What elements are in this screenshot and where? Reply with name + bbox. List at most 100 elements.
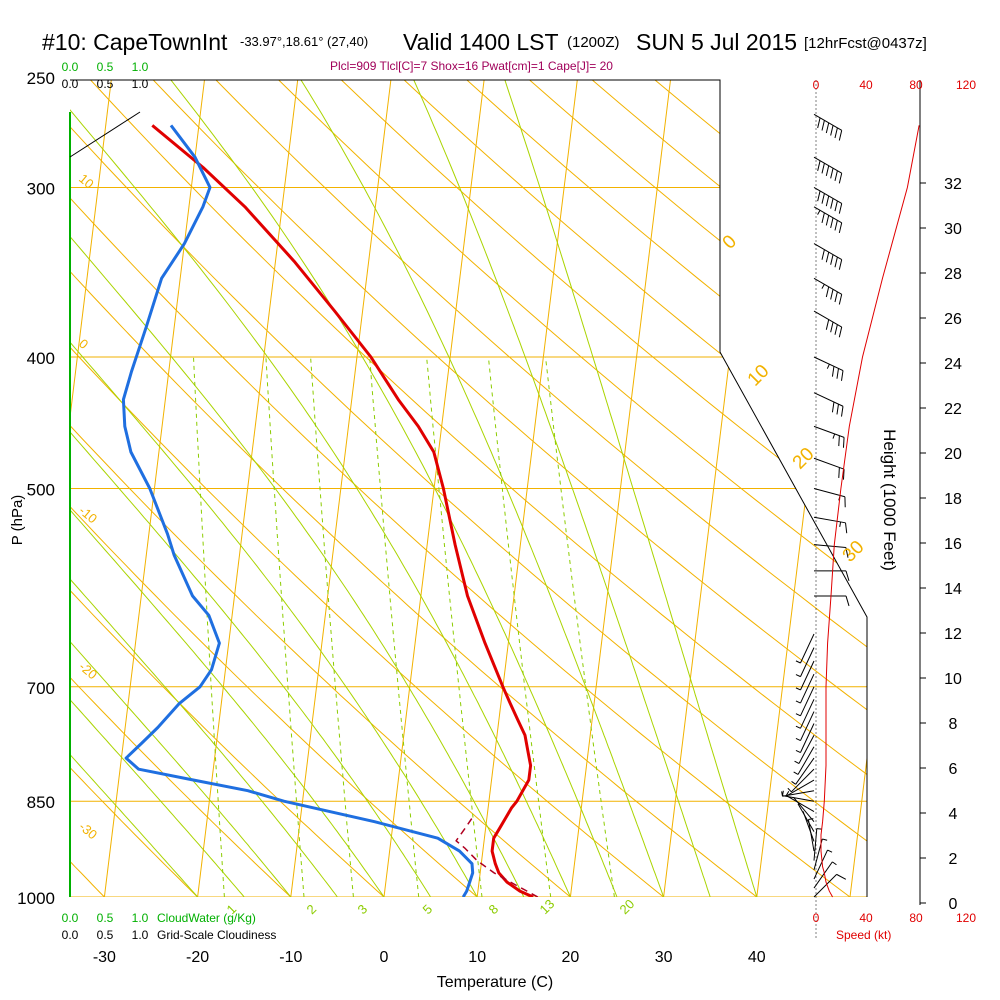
wind-barb-flag: [830, 125, 834, 136]
wind-barb-staff: [813, 392, 844, 407]
wind-barb-flag: [831, 366, 835, 377]
wind-barb-staff: [813, 206, 842, 224]
wind-barb-staff: [800, 633, 815, 664]
moist-adiabat-line: [70, 80, 525, 897]
mixing-ratio-label: 20: [617, 896, 638, 917]
dry-adiabat-line: [403, 80, 867, 897]
forecast-label: [12hrFcst@0437z]: [804, 35, 927, 52]
wind-barb-staff: [813, 310, 842, 328]
isotherm-line: [100, 80, 205, 897]
wind-barb-flag: [845, 570, 850, 582]
cloud-scale-bottom-black: 0.5: [97, 928, 114, 942]
dry-adiabat-line: [70, 80, 606, 897]
moist-adiabat-line: [70, 80, 571, 897]
wind-barb-staff: [813, 874, 837, 898]
speed-tick-label-bottom: 40: [859, 911, 873, 925]
dry-adiabat-line: [152, 80, 867, 897]
isotherm-line: [473, 80, 578, 897]
height-tick-label: 20: [944, 446, 962, 463]
height-tick-label: 10: [944, 671, 962, 688]
dry-adiabat-label: -20: [76, 659, 100, 683]
temperature-tick-label: -20: [186, 949, 209, 966]
mixing-ratio-line: [193, 356, 225, 897]
mixing-ratio-line: [487, 356, 552, 897]
speed-tick-label-bottom: 0: [813, 911, 820, 925]
dry-adiabat-line: [529, 80, 867, 897]
wind-barb-flag: [838, 203, 843, 214]
wind-barb-flag: [831, 401, 835, 413]
dry-adiabat-line: [70, 80, 512, 897]
temperature-tick-label: -30: [93, 949, 116, 966]
wind-barb-half-flag: [795, 700, 801, 704]
wind-barb-staff: [800, 686, 815, 717]
height-tick-label: 6: [949, 761, 958, 778]
wind-barb-half-flag: [832, 433, 836, 439]
wind-barb-flag: [830, 289, 834, 300]
wind-barb-staff: [800, 660, 815, 691]
moist-adiabat-line: [300, 80, 665, 897]
wind-barb-half-flag: [795, 749, 801, 753]
wind-barb-half-flag: [791, 781, 796, 785]
height-tick-label: 26: [944, 311, 962, 328]
temperature-tick-label: 0: [380, 949, 389, 966]
isotherm-line: [70, 80, 112, 897]
x-axis-label: Temperature (C): [437, 974, 553, 991]
wind-barb-half-flag: [794, 760, 800, 764]
wind-barb-flag: [838, 222, 843, 234]
height-tick-label: 16: [944, 536, 962, 553]
temperature-tick-label: 20: [562, 949, 580, 966]
cloud-scale-bottom-black: 0.0: [62, 928, 79, 942]
mixing-ratio-line: [369, 356, 420, 897]
wind-barb-half-flag: [793, 771, 799, 775]
wind-barb-half-flag: [821, 284, 825, 289]
wind-barb-flag: [834, 220, 838, 231]
wind-speed-profile: [820, 125, 920, 898]
moist-adiabat-line: [70, 80, 292, 897]
wind-barb-flag: [825, 165, 830, 176]
cloudiness-label: Grid-Scale Cloudiness: [157, 928, 276, 942]
stability-indices: Plcl=909 Tlcl[C]=7 Shox=16 Pwat[cm]=1 Ca…: [330, 59, 613, 73]
wind-barb-flag: [821, 120, 825, 131]
wind-barb-flag: [840, 370, 844, 381]
wind-barb-flag: [821, 163, 825, 174]
wind-barb-flag: [836, 368, 839, 379]
dry-adiabat-line: [90, 80, 867, 897]
moist-adiabat-line: [70, 80, 385, 897]
wind-barb-staff: [800, 647, 815, 677]
cloud-scale-top-green: 0.0: [62, 60, 79, 74]
wind-barb-flag: [838, 435, 840, 447]
diagonal-marker: [69, 111, 141, 158]
wind-barb-staff: [798, 735, 815, 764]
isotherm-line: [566, 80, 671, 897]
cloud-scale-bottom-black: 1.0: [132, 928, 149, 942]
wind-barb-flag: [817, 190, 821, 202]
wind-barb-flag: [834, 127, 838, 139]
pressure-tick-label: 1000: [17, 889, 55, 908]
dry-adiabat-line: [341, 80, 867, 897]
wind-barb-staff: [800, 699, 815, 729]
wind-barb-flag: [830, 217, 834, 229]
wind-barb-flag: [838, 259, 843, 270]
mixing-ratio-line: [265, 356, 305, 897]
speed-tick-label-top: 120: [956, 78, 976, 92]
wind-barb-staff: [813, 243, 842, 261]
wind-barb-flag: [834, 324, 838, 335]
wind-barb-half-flag: [785, 790, 790, 796]
wind-barb-flag: [817, 160, 821, 171]
wind-barb-flag: [825, 319, 830, 330]
isotherm-line: [379, 80, 485, 897]
pressure-tick-label: 300: [27, 179, 55, 198]
temperature-trace: [151, 124, 534, 897]
mixing-ratio-label: 8: [486, 901, 502, 917]
wind-barb-half-flag: [822, 838, 828, 841]
speed-tick-label-bottom: 80: [909, 911, 923, 925]
wind-speed-panel: [815, 80, 920, 940]
dry-adiabat-line: [70, 80, 795, 897]
speed-tick-label-bottom: 120: [956, 911, 976, 925]
wind-barb-flag: [821, 212, 825, 224]
wind-barb-staff: [813, 861, 833, 889]
wind-barb-flag: [838, 467, 840, 478]
mixing-ratio-label: 2: [304, 901, 320, 917]
dry-adiabat-line: [70, 80, 701, 897]
height-tick-label: 32: [944, 176, 962, 193]
